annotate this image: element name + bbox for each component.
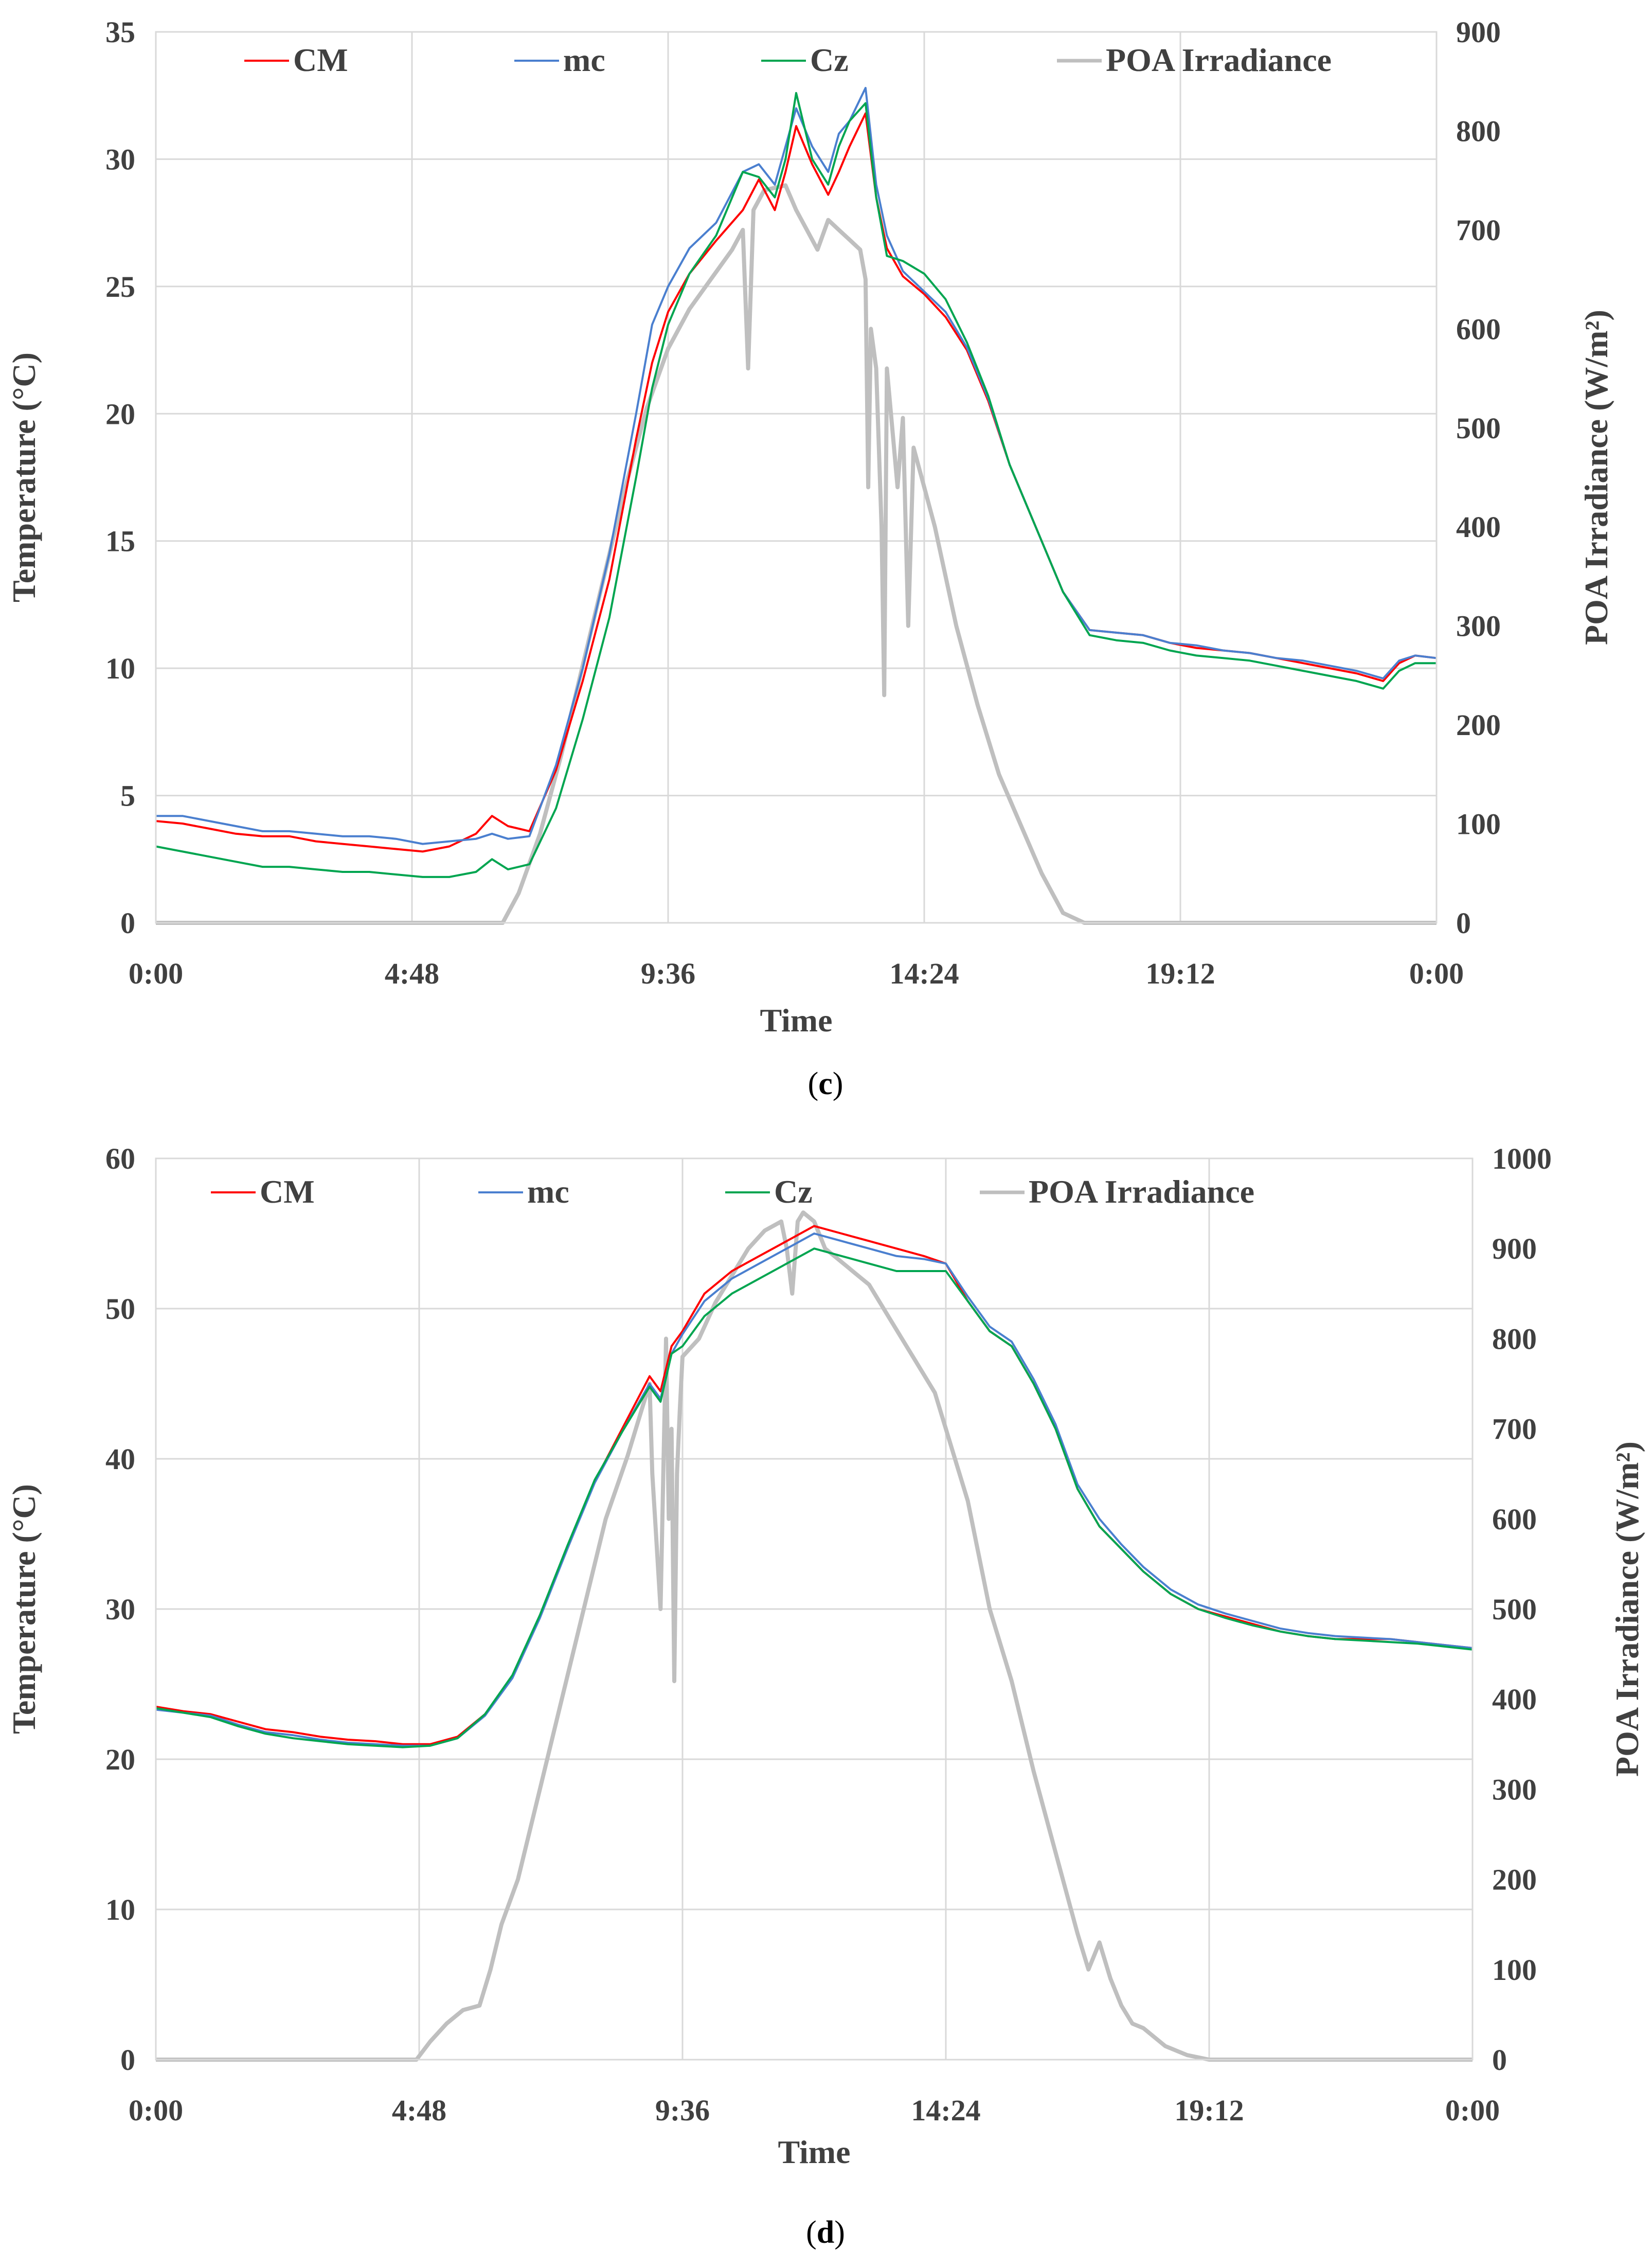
data-series (155, 1210, 1473, 2062)
panel-label-d: (d) (806, 2215, 845, 2250)
y2-tick-label: 800 (1456, 114, 1501, 148)
y-tick-label: 50 (105, 1292, 135, 1326)
legend-label-poa-irradiance: POA Irradiance (1106, 42, 1332, 78)
series-line-cm (155, 1225, 1473, 1745)
y-axis-right-ticks: 0 100 200 300 400 500 600 700 800 900 (1456, 15, 1501, 940)
y2-tick-label: 0 (1492, 2043, 1507, 2077)
legend: CM mc Cz POA Irradiance (244, 42, 1332, 78)
x-tick-label: 19:12 (1174, 2094, 1244, 2127)
y2-tick-label: 500 (1456, 412, 1501, 445)
grid-lines (155, 31, 1438, 924)
y2-tick-label: 1000 (1492, 1142, 1552, 1175)
y2-tick-label: 600 (1456, 312, 1501, 346)
y2-tick-label: 400 (1456, 510, 1501, 544)
panel-label-c: (c) (808, 1066, 843, 1101)
y2-tick-label: 100 (1492, 1953, 1537, 1987)
y2-tick-label: 900 (1492, 1232, 1537, 1265)
series-line-poa-irradiance (156, 1210, 1473, 2062)
legend: CM mc Cz POA Irradiance (211, 1173, 1254, 1210)
x-tick-label: 9:36 (641, 957, 695, 990)
y-tick-label: 25 (105, 270, 135, 303)
y-axis-left-ticks: 0 5 10 15 20 25 30 35 (105, 15, 135, 940)
y-tick-label: 10 (105, 1893, 135, 1926)
x-tick-label: 0:00 (1445, 2094, 1500, 2127)
legend-label-cz: Cz (810, 42, 849, 78)
series-line-mc (156, 86, 1437, 845)
y-tick-label: 35 (105, 15, 135, 49)
legend-label-cz: Cz (774, 1173, 813, 1210)
y-tick-label: 15 (105, 525, 135, 558)
x-axis-title: Time (760, 1002, 832, 1039)
y2-tick-label: 0 (1456, 906, 1471, 940)
series-line-cm (155, 112, 1437, 853)
y2-tick-label: 200 (1492, 1863, 1537, 1897)
x-tick-label: 0:00 (1409, 957, 1464, 990)
series-line-cz (155, 1247, 1473, 1748)
x-tick-label: 0:00 (129, 2094, 183, 2127)
y-axis-right-title: POA Irradiance (W/m²) (1578, 310, 1614, 645)
x-axis-ticks: 0:00 4:48 9:36 14:24 19:12 0:00 (129, 957, 1464, 990)
y2-tick-label: 300 (1492, 1773, 1537, 1806)
x-tick-label: 14:24 (911, 2094, 980, 2127)
plot-area-border (155, 31, 1438, 924)
y-tick-label: 60 (105, 1142, 135, 1175)
data-series (155, 86, 1437, 925)
y2-tick-label: 500 (1492, 1593, 1537, 1626)
panel-label-letter: d (817, 2215, 834, 2250)
x-tick-label: 19:12 (1145, 957, 1215, 990)
series-line-mc (155, 1232, 1473, 1747)
y-tick-label: 5 (120, 779, 135, 813)
panel-label-letter: c (818, 1066, 833, 1101)
legend-label-mc: mc (563, 42, 605, 78)
series-line-cz (155, 92, 1436, 878)
y2-tick-label: 900 (1456, 15, 1501, 49)
y2-tick-label: 700 (1492, 1413, 1537, 1446)
x-tick-label: 4:48 (385, 957, 439, 990)
grid-lines (155, 1157, 1474, 2061)
y2-tick-label: 300 (1456, 610, 1501, 643)
legend-label-mc: mc (527, 1173, 569, 1210)
y-axis-left-ticks: 0 10 20 30 40 50 60 (105, 1142, 135, 2077)
legend-label-cm: CM (293, 42, 348, 78)
x-axis-ticks: 0:00 4:48 9:36 14:24 19:12 0:00 (129, 2094, 1500, 2127)
chart-panel-d: 0 10 20 30 40 50 60 0 100 200 300 400 500 600 700 800 9… (6, 1142, 1645, 2250)
plot-area-border (155, 1157, 1474, 2061)
chart-panel-c: 0 5 10 15 20 25 30 35 0 100 200 300 400 500 600 700 800… (6, 15, 1614, 1101)
y2-tick-label: 800 (1492, 1322, 1537, 1355)
y-tick-label: 0 (120, 906, 135, 940)
y2-tick-label: 600 (1492, 1503, 1537, 1536)
y2-tick-label: 100 (1456, 808, 1501, 841)
x-tick-label: 4:48 (392, 2094, 446, 2127)
y-tick-label: 40 (105, 1442, 135, 1476)
series-line-poa-irradiance (156, 183, 1436, 925)
x-tick-label: 9:36 (655, 2094, 710, 2127)
x-axis-title: Time (778, 2134, 850, 2170)
x-tick-label: 0:00 (129, 957, 183, 990)
y2-tick-label: 400 (1492, 1683, 1537, 1716)
x-tick-label: 14:24 (889, 957, 959, 990)
y-tick-label: 20 (105, 1743, 135, 1776)
y-axis-left-title: Temperature (°C) (6, 352, 42, 602)
legend-label-poa-irradiance: POA Irradiance (1029, 1173, 1254, 1210)
y-tick-label: 10 (105, 652, 135, 685)
y2-tick-label: 200 (1456, 708, 1501, 742)
y-axis-left-title: Temperature (°C) (6, 1484, 42, 1734)
y-tick-label: 20 (105, 397, 135, 431)
y-tick-label: 0 (120, 2043, 135, 2077)
y-axis-right-title: POA Irradiance (W/m²) (1609, 1441, 1645, 1777)
y-axis-right-ticks: 0 100 200 300 400 500 600 700 800 900 1000 (1492, 1142, 1552, 2077)
y2-tick-label: 700 (1456, 213, 1501, 247)
y-tick-label: 30 (105, 1593, 135, 1626)
y-tick-label: 30 (105, 142, 135, 176)
legend-label-cm: CM (260, 1173, 315, 1210)
